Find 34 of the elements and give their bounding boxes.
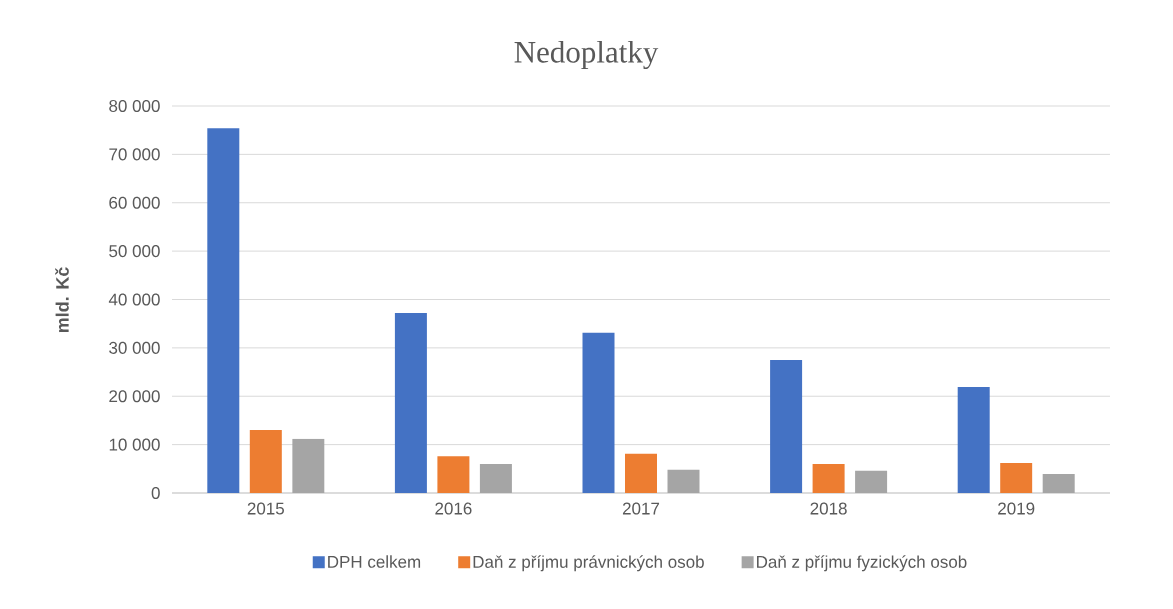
x-tick-label: 2018: [810, 502, 847, 515]
y-tick-label: 30 000: [109, 341, 160, 354]
legend-label: DPH celkem: [328, 555, 421, 568]
bar: [957, 387, 990, 493]
y-tick-label: 0: [151, 486, 160, 500]
bar: [582, 332, 615, 493]
x-tick-label: 2019: [998, 502, 1035, 515]
legend-label: Daň z příjmu fyzických osob: [757, 555, 967, 572]
y-tick-label: 50 000: [109, 245, 160, 258]
bar: [812, 463, 845, 493]
bar: [292, 438, 325, 493]
bar: [1000, 463, 1033, 493]
bar: [1042, 474, 1075, 493]
y-axis-title: mld. Kč: [55, 267, 69, 333]
bar: [394, 313, 427, 493]
bar: [855, 470, 888, 493]
y-tick-label: 60 000: [109, 196, 160, 209]
bar: [479, 463, 512, 493]
x-tick-label: 2017: [622, 502, 660, 515]
bar: [249, 430, 282, 493]
bar: [207, 128, 240, 493]
y-tick-label: 10 000: [109, 438, 160, 451]
bar: [625, 453, 657, 493]
y-tick-label: 20 000: [109, 390, 160, 403]
x-tick-label: 2016: [435, 502, 472, 515]
chart-title: Nedoplatky: [514, 40, 659, 70]
y-tick-label: 80 000: [109, 99, 160, 113]
bar: [667, 469, 700, 493]
y-tick-label: 70 000: [109, 148, 160, 161]
legend-label: Daň z příjmu právnických osob: [473, 555, 704, 572]
x-tick-label: 2015: [247, 502, 284, 515]
y-tick-label: 40 000: [108, 293, 160, 306]
bar: [437, 456, 470, 493]
bar: [770, 359, 803, 493]
